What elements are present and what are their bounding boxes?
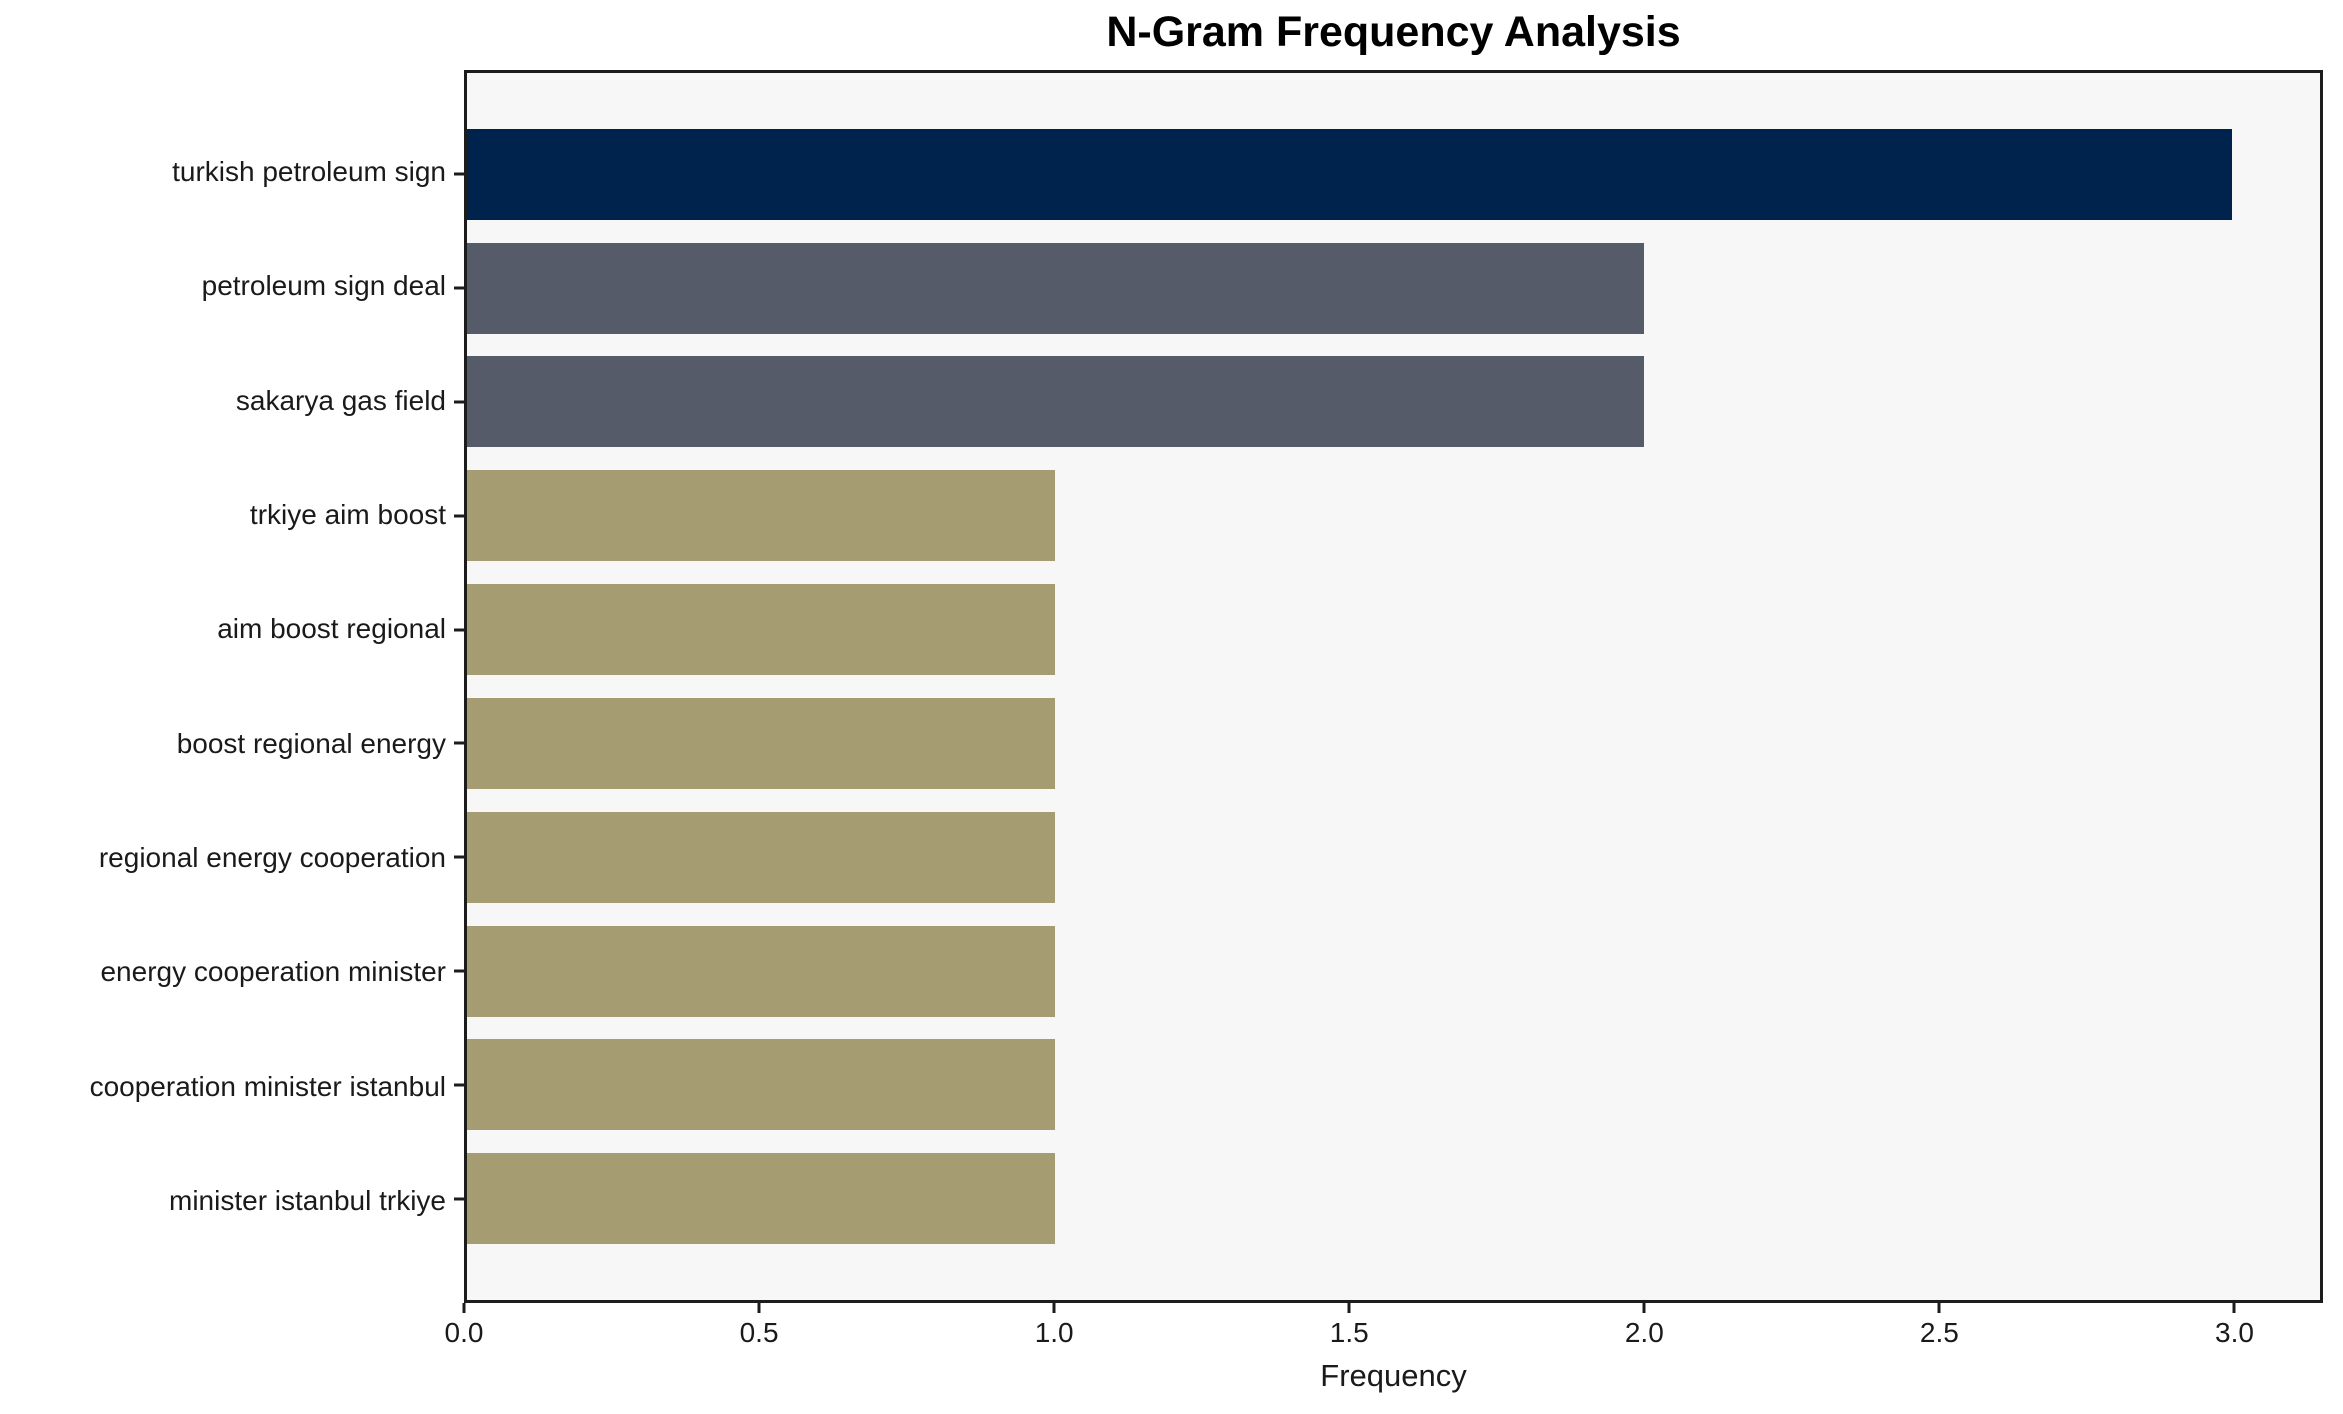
y-tick-label: energy cooperation minister xyxy=(100,956,446,988)
bar xyxy=(467,1153,1056,1245)
x-axis-title: Frequency xyxy=(1320,1358,1467,1393)
x-tick-label: 2.0 xyxy=(1624,1317,1664,1348)
x-tick-label: 0.5 xyxy=(739,1317,779,1348)
x-tick-mark xyxy=(1642,1303,1646,1313)
y-tick-mark xyxy=(454,1197,464,1201)
bar xyxy=(467,697,1056,789)
y-tick-label: aim boost regional xyxy=(217,613,446,645)
x-tick-mark xyxy=(757,1303,761,1313)
bar xyxy=(467,470,1056,562)
y-axis-labels: turkish petroleum sign petroleum sign dea… xyxy=(0,70,446,1303)
x-tick-label: 1.5 xyxy=(1329,1317,1369,1348)
bar xyxy=(467,1039,1056,1131)
x-tick-mark xyxy=(2232,1303,2236,1313)
y-tick-label: sakarya gas field xyxy=(235,384,446,416)
y-tick-label: regional energy cooperation xyxy=(98,842,446,874)
y-tick-mark xyxy=(454,969,464,973)
y-tick-label: trkiye aim boost xyxy=(249,498,446,530)
x-tick-label: 2.5 xyxy=(1919,1317,1959,1348)
bar xyxy=(467,584,1056,676)
y-tick-mark xyxy=(454,514,464,518)
x-tick-mark xyxy=(1937,1303,1941,1313)
y-tick-mark xyxy=(454,628,464,632)
y-tick-mark xyxy=(454,286,464,290)
x-tick-mark xyxy=(1347,1303,1351,1313)
bar xyxy=(467,925,1056,1017)
chart-title: N-Gram Frequency Analysis xyxy=(1106,8,1681,56)
y-tick-mark xyxy=(454,400,464,404)
x-tick-label: 1.0 xyxy=(1034,1317,1074,1348)
x-axis-ticks: 0.0 0.5 1.0 1.5 2.0 2.5 3.0 xyxy=(445,1303,2323,1373)
bar xyxy=(467,242,1644,334)
y-tick-label: cooperation minister istanbul xyxy=(89,1070,446,1102)
y-tick-mark xyxy=(454,741,464,745)
bar xyxy=(467,128,2232,220)
y-tick-label: boost regional energy xyxy=(176,727,446,759)
x-tick-mark xyxy=(462,1303,466,1313)
y-tick-mark xyxy=(454,172,464,176)
bar xyxy=(467,356,1644,448)
y-tick-label: turkish petroleum sign xyxy=(172,155,446,187)
x-tick-label: 0.0 xyxy=(444,1317,484,1348)
y-tick-label: petroleum sign deal xyxy=(201,270,446,302)
y-tick-label: minister istanbul trkiye xyxy=(169,1185,446,1217)
bar xyxy=(467,811,1056,903)
plot-area xyxy=(454,70,2323,1303)
y-tick-mark xyxy=(454,1083,464,1087)
x-tick-mark xyxy=(1052,1303,1056,1313)
x-tick-label: 3.0 xyxy=(2215,1317,2254,1348)
y-tick-mark xyxy=(454,855,464,859)
